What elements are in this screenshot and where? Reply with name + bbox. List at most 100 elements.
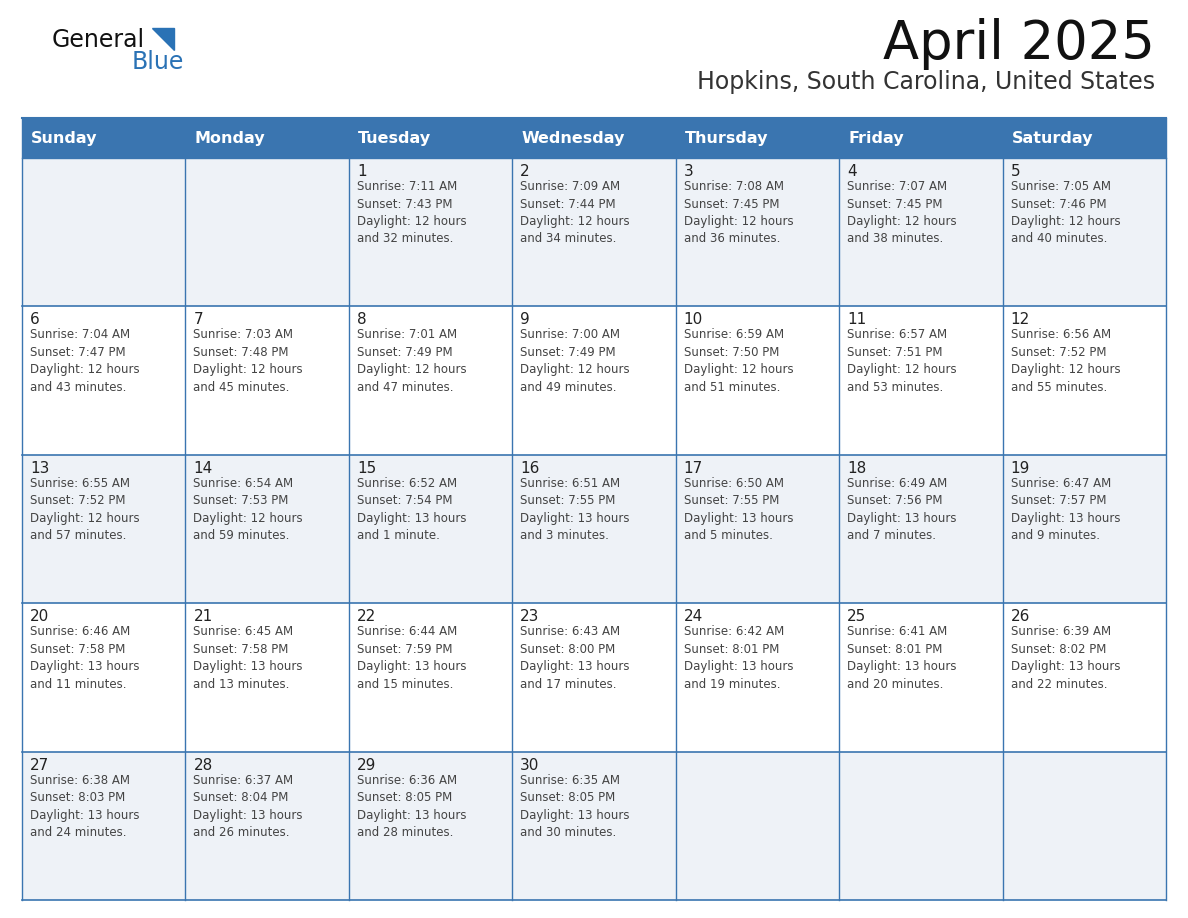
Bar (676, 454, 839, 603)
Text: Sunrise: 7:04 AM
Sunset: 7:47 PM
Daylight: 12 hours
and 43 minutes.: Sunrise: 7:04 AM Sunset: 7:47 PM Dayligh… (30, 329, 140, 394)
Bar (1003, 307, 1165, 454)
Bar (349, 158, 512, 307)
Text: Sunrise: 6:37 AM
Sunset: 8:04 PM
Daylight: 13 hours
and 26 minutes.: Sunrise: 6:37 AM Sunset: 8:04 PM Dayligh… (194, 774, 303, 839)
Text: Sunrise: 6:50 AM
Sunset: 7:55 PM
Daylight: 13 hours
and 5 minutes.: Sunrise: 6:50 AM Sunset: 7:55 PM Dayligh… (684, 476, 794, 543)
Bar (23, 307, 185, 454)
Text: Saturday: Saturday (1011, 130, 1093, 145)
Bar (512, 752, 676, 900)
Bar (185, 752, 349, 900)
Text: Sunrise: 6:54 AM
Sunset: 7:53 PM
Daylight: 12 hours
and 59 minutes.: Sunrise: 6:54 AM Sunset: 7:53 PM Dayligh… (194, 476, 303, 543)
Text: 21: 21 (194, 610, 213, 624)
Bar (185, 603, 349, 752)
Text: Sunrise: 7:09 AM
Sunset: 7:44 PM
Daylight: 12 hours
and 34 minutes.: Sunrise: 7:09 AM Sunset: 7:44 PM Dayligh… (520, 180, 630, 245)
Text: Sunrise: 7:01 AM
Sunset: 7:49 PM
Daylight: 12 hours
and 47 minutes.: Sunrise: 7:01 AM Sunset: 7:49 PM Dayligh… (356, 329, 467, 394)
Text: 1: 1 (356, 164, 366, 179)
Text: Sunrise: 6:55 AM
Sunset: 7:52 PM
Daylight: 12 hours
and 57 minutes.: Sunrise: 6:55 AM Sunset: 7:52 PM Dayligh… (30, 476, 140, 543)
Bar (839, 158, 1003, 307)
Text: 16: 16 (520, 461, 539, 476)
Text: Monday: Monday (195, 130, 265, 145)
Text: Sunrise: 7:11 AM
Sunset: 7:43 PM
Daylight: 12 hours
and 32 minutes.: Sunrise: 7:11 AM Sunset: 7:43 PM Dayligh… (356, 180, 467, 245)
Text: 7: 7 (194, 312, 203, 328)
Polygon shape (152, 28, 173, 50)
Text: Sunrise: 6:43 AM
Sunset: 8:00 PM
Daylight: 13 hours
and 17 minutes.: Sunrise: 6:43 AM Sunset: 8:00 PM Dayligh… (520, 625, 630, 690)
Bar (676, 118, 839, 158)
Text: Sunrise: 7:03 AM
Sunset: 7:48 PM
Daylight: 12 hours
and 45 minutes.: Sunrise: 7:03 AM Sunset: 7:48 PM Dayligh… (194, 329, 303, 394)
Text: Blue: Blue (132, 50, 184, 74)
Text: Hopkins, South Carolina, United States: Hopkins, South Carolina, United States (697, 70, 1155, 94)
Text: General: General (52, 28, 145, 52)
Text: Sunrise: 6:45 AM
Sunset: 7:58 PM
Daylight: 13 hours
and 13 minutes.: Sunrise: 6:45 AM Sunset: 7:58 PM Dayligh… (194, 625, 303, 690)
Bar (839, 454, 1003, 603)
Text: Sunrise: 6:41 AM
Sunset: 8:01 PM
Daylight: 13 hours
and 20 minutes.: Sunrise: 6:41 AM Sunset: 8:01 PM Dayligh… (847, 625, 956, 690)
Text: 11: 11 (847, 312, 866, 328)
Text: 20: 20 (30, 610, 49, 624)
Bar (676, 752, 839, 900)
Text: Sunrise: 6:56 AM
Sunset: 7:52 PM
Daylight: 12 hours
and 55 minutes.: Sunrise: 6:56 AM Sunset: 7:52 PM Dayligh… (1011, 329, 1120, 394)
Text: Sunrise: 7:05 AM
Sunset: 7:46 PM
Daylight: 12 hours
and 40 minutes.: Sunrise: 7:05 AM Sunset: 7:46 PM Dayligh… (1011, 180, 1120, 245)
Text: Thursday: Thursday (684, 130, 769, 145)
Bar (512, 307, 676, 454)
Bar (349, 454, 512, 603)
Bar (839, 752, 1003, 900)
Text: Wednesday: Wednesday (522, 130, 625, 145)
Bar (1003, 454, 1165, 603)
Text: April 2025: April 2025 (883, 18, 1155, 70)
Text: 13: 13 (30, 461, 50, 476)
Text: 12: 12 (1011, 312, 1030, 328)
Text: 27: 27 (30, 757, 49, 773)
Bar (23, 603, 185, 752)
Bar (185, 118, 349, 158)
Bar (512, 118, 676, 158)
Text: 17: 17 (684, 461, 703, 476)
Text: Sunrise: 6:46 AM
Sunset: 7:58 PM
Daylight: 13 hours
and 11 minutes.: Sunrise: 6:46 AM Sunset: 7:58 PM Dayligh… (30, 625, 139, 690)
Text: 10: 10 (684, 312, 703, 328)
Text: Tuesday: Tuesday (358, 130, 431, 145)
Text: 9: 9 (520, 312, 530, 328)
Text: Sunrise: 6:38 AM
Sunset: 8:03 PM
Daylight: 13 hours
and 24 minutes.: Sunrise: 6:38 AM Sunset: 8:03 PM Dayligh… (30, 774, 139, 839)
Bar (23, 454, 185, 603)
Text: 5: 5 (1011, 164, 1020, 179)
Text: Sunrise: 6:39 AM
Sunset: 8:02 PM
Daylight: 13 hours
and 22 minutes.: Sunrise: 6:39 AM Sunset: 8:02 PM Dayligh… (1011, 625, 1120, 690)
Text: 22: 22 (356, 610, 377, 624)
Bar (839, 118, 1003, 158)
Bar (676, 603, 839, 752)
Text: Sunrise: 6:42 AM
Sunset: 8:01 PM
Daylight: 13 hours
and 19 minutes.: Sunrise: 6:42 AM Sunset: 8:01 PM Dayligh… (684, 625, 794, 690)
Text: Sunrise: 6:57 AM
Sunset: 7:51 PM
Daylight: 12 hours
and 53 minutes.: Sunrise: 6:57 AM Sunset: 7:51 PM Dayligh… (847, 329, 956, 394)
Bar (23, 118, 185, 158)
Text: 3: 3 (684, 164, 694, 179)
Text: 8: 8 (356, 312, 366, 328)
Text: 4: 4 (847, 164, 857, 179)
Bar (349, 752, 512, 900)
Bar (185, 158, 349, 307)
Text: Sunrise: 6:36 AM
Sunset: 8:05 PM
Daylight: 13 hours
and 28 minutes.: Sunrise: 6:36 AM Sunset: 8:05 PM Dayligh… (356, 774, 467, 839)
Bar (512, 603, 676, 752)
Text: 19: 19 (1011, 461, 1030, 476)
Bar (349, 603, 512, 752)
Text: Sunday: Sunday (31, 130, 97, 145)
Text: 15: 15 (356, 461, 377, 476)
Bar (1003, 752, 1165, 900)
Bar (839, 307, 1003, 454)
Text: 23: 23 (520, 610, 539, 624)
Bar (1003, 603, 1165, 752)
Bar (185, 454, 349, 603)
Text: Sunrise: 7:07 AM
Sunset: 7:45 PM
Daylight: 12 hours
and 38 minutes.: Sunrise: 7:07 AM Sunset: 7:45 PM Dayligh… (847, 180, 956, 245)
Text: Sunrise: 7:08 AM
Sunset: 7:45 PM
Daylight: 12 hours
and 36 minutes.: Sunrise: 7:08 AM Sunset: 7:45 PM Dayligh… (684, 180, 794, 245)
Text: Sunrise: 7:00 AM
Sunset: 7:49 PM
Daylight: 12 hours
and 49 minutes.: Sunrise: 7:00 AM Sunset: 7:49 PM Dayligh… (520, 329, 630, 394)
Text: Sunrise: 6:47 AM
Sunset: 7:57 PM
Daylight: 13 hours
and 9 minutes.: Sunrise: 6:47 AM Sunset: 7:57 PM Dayligh… (1011, 476, 1120, 543)
Bar (23, 158, 185, 307)
Text: Friday: Friday (848, 130, 904, 145)
Text: Sunrise: 6:51 AM
Sunset: 7:55 PM
Daylight: 13 hours
and 3 minutes.: Sunrise: 6:51 AM Sunset: 7:55 PM Dayligh… (520, 476, 630, 543)
Text: Sunrise: 6:52 AM
Sunset: 7:54 PM
Daylight: 13 hours
and 1 minute.: Sunrise: 6:52 AM Sunset: 7:54 PM Dayligh… (356, 476, 467, 543)
Text: 25: 25 (847, 610, 866, 624)
Bar (1003, 118, 1165, 158)
Text: 14: 14 (194, 461, 213, 476)
Text: Sunrise: 6:49 AM
Sunset: 7:56 PM
Daylight: 13 hours
and 7 minutes.: Sunrise: 6:49 AM Sunset: 7:56 PM Dayligh… (847, 476, 956, 543)
Text: 29: 29 (356, 757, 377, 773)
Text: 6: 6 (30, 312, 39, 328)
Text: 2: 2 (520, 164, 530, 179)
Text: 30: 30 (520, 757, 539, 773)
Bar (349, 307, 512, 454)
Text: Sunrise: 6:44 AM
Sunset: 7:59 PM
Daylight: 13 hours
and 15 minutes.: Sunrise: 6:44 AM Sunset: 7:59 PM Dayligh… (356, 625, 467, 690)
Bar (23, 752, 185, 900)
